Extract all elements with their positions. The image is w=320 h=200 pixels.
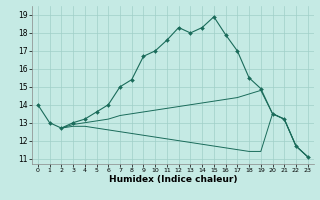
X-axis label: Humidex (Indice chaleur): Humidex (Indice chaleur) xyxy=(108,175,237,184)
